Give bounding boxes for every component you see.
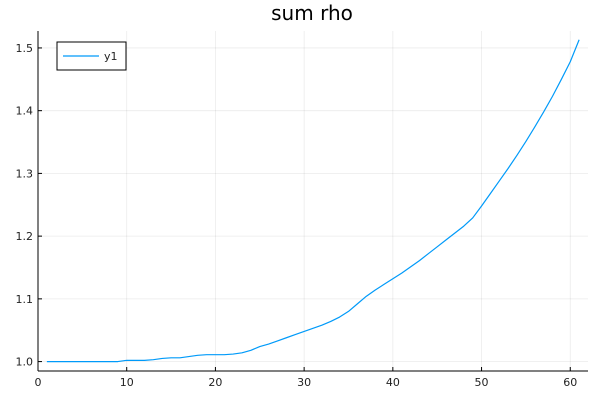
x-axis-ticks: 0 10 20 30 40 50 60: [35, 367, 577, 389]
y-tick-label: 1.2: [16, 230, 34, 243]
y-tick-label: 1.3: [16, 167, 34, 180]
y-tick-label: 1.0: [16, 356, 34, 369]
x-tick-label: 30: [297, 376, 311, 389]
y-axis-ticks: 1.0 1.1 1.2 1.3 1.4 1.5: [16, 42, 42, 369]
legend: y1: [56, 41, 127, 71]
y-tick-label: 1.1: [16, 293, 34, 306]
series-group: [46, 39, 580, 363]
y-tick-label: 1.4: [16, 105, 34, 118]
y-tick-label: 1.5: [16, 42, 34, 55]
legend-label-y1: y1: [104, 50, 118, 63]
grid-lines: [37, 31, 588, 371]
chart-title: sum rho: [271, 1, 353, 25]
x-tick-label: 60: [563, 376, 577, 389]
x-tick-label: 20: [208, 376, 222, 389]
x-tick-label: 10: [120, 376, 134, 389]
axes: [37, 31, 588, 372]
x-tick-label: 50: [475, 376, 489, 389]
series-line-y1: [46, 39, 580, 363]
x-tick-label: 0: [35, 376, 42, 389]
x-tick-label: 40: [386, 376, 400, 389]
